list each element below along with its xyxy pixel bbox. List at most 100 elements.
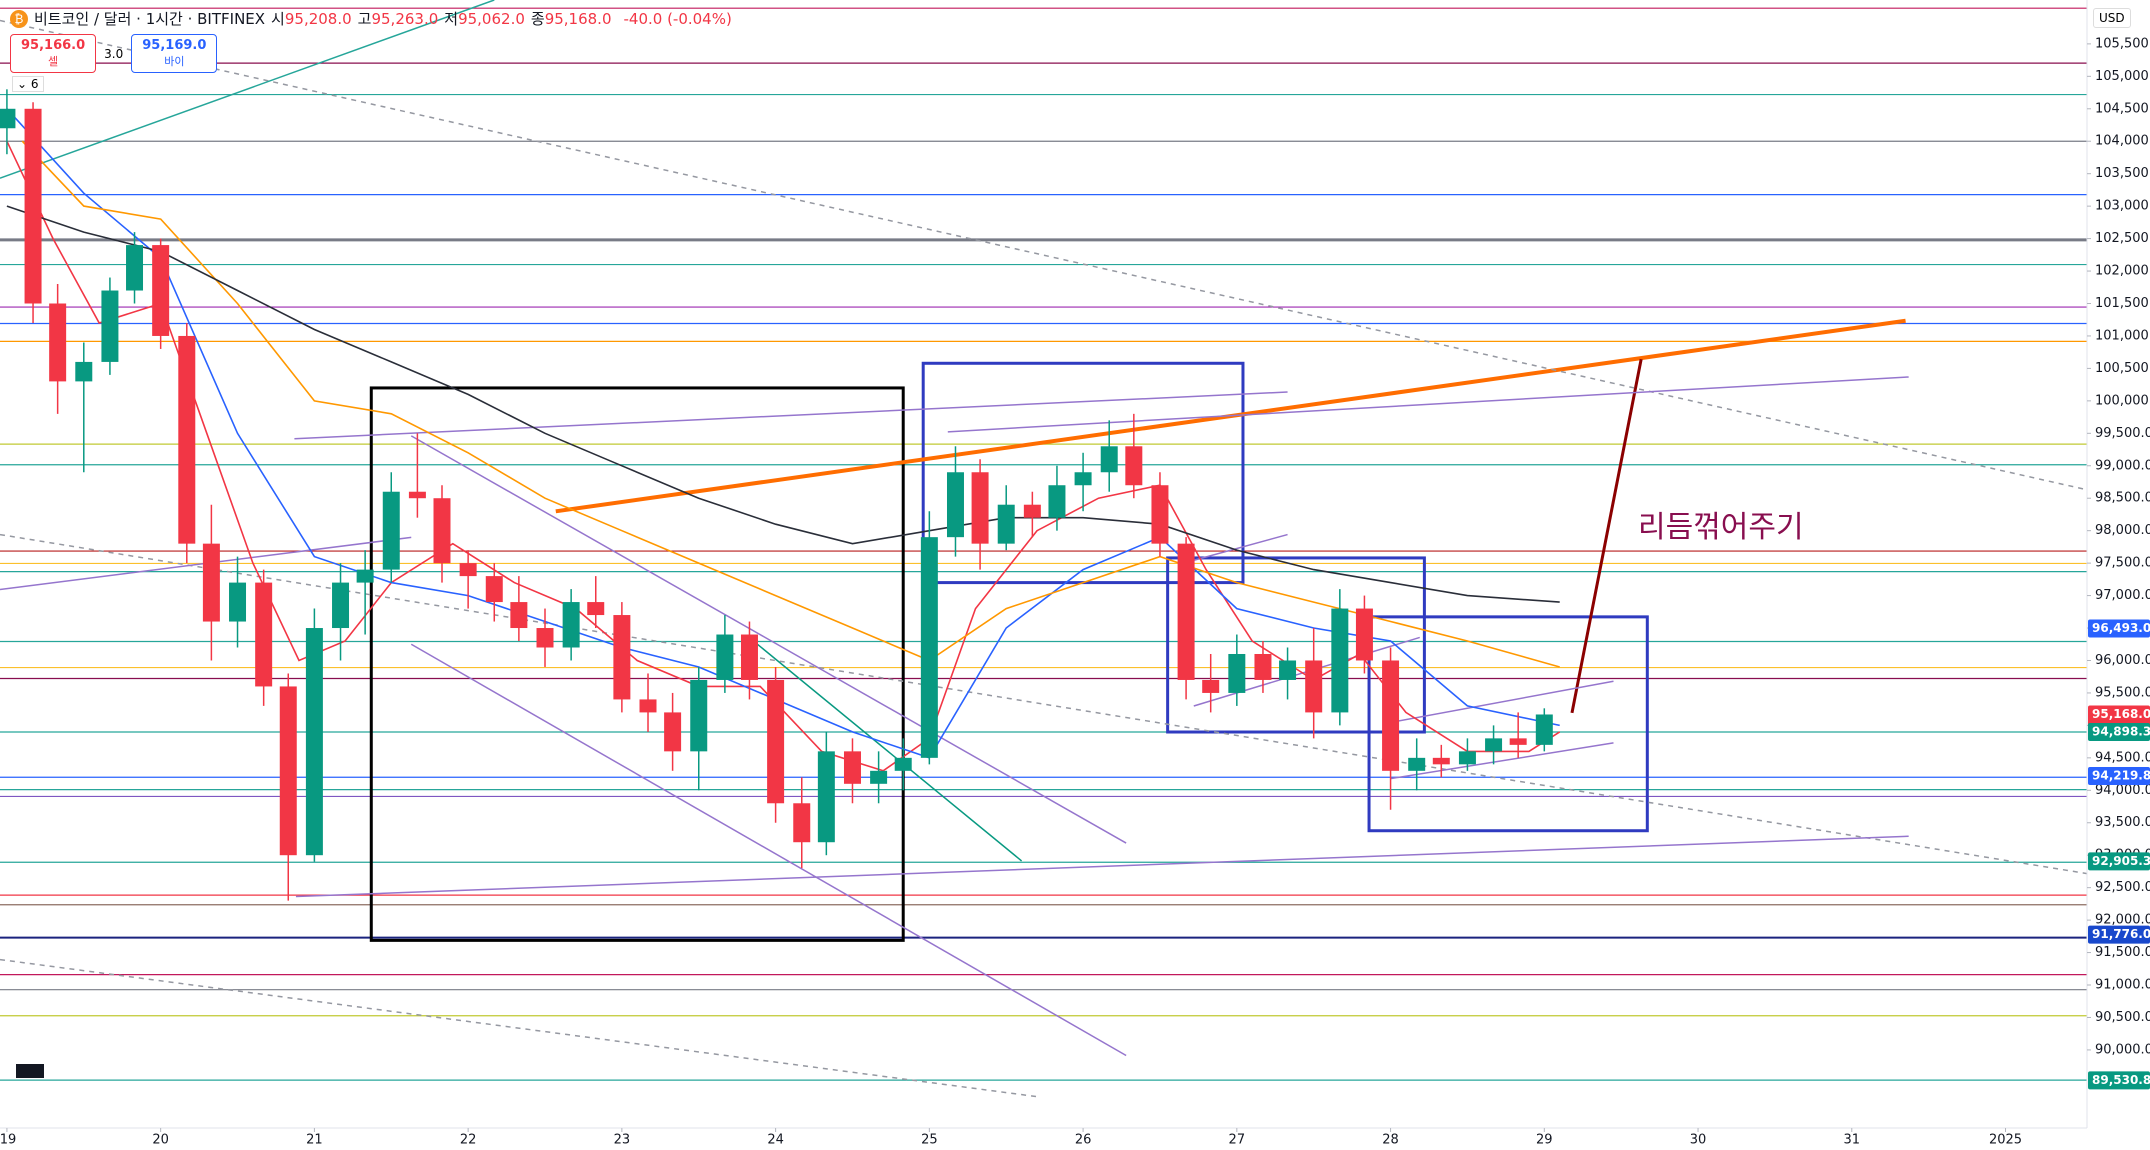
x-tick-label: 27	[1229, 1133, 1246, 1148]
y-tick-label: 103,000.0	[2095, 199, 2150, 214]
annotation: 리듬꺾어주기	[1638, 510, 1804, 545]
candle-body	[202, 543, 220, 622]
candle-body	[1355, 608, 1373, 661]
candle-body	[49, 303, 67, 382]
candle-body	[178, 335, 196, 544]
price-label-bg	[2088, 852, 2150, 871]
candle-body	[587, 602, 605, 616]
y-tick-label: 94,500.0	[2095, 750, 2150, 765]
currency[interactable]: USD	[2093, 8, 2131, 28]
price-label-bg	[2088, 619, 2150, 638]
y-tick-label: 98,000.0	[2095, 523, 2150, 538]
ohlc-value: 95,263.0	[371, 10, 439, 28]
candle-body	[433, 498, 451, 564]
candle-body	[1023, 504, 1041, 518]
candle-body	[382, 491, 400, 570]
y-tick-label: 105,500.0	[2095, 36, 2150, 51]
y-tick-label: 94,000.0	[2095, 783, 2150, 798]
candle-body	[510, 602, 528, 629]
buy-label: 바이	[164, 55, 185, 68]
trend-line	[1390, 680, 1614, 724]
candle-body	[1125, 446, 1143, 486]
trend-line	[0, 533, 2087, 875]
candle-body	[793, 803, 811, 843]
y-tick-label: 97,000.0	[2095, 588, 2150, 603]
candle-body	[1074, 472, 1092, 486]
y-tick-label: 95,500.0	[2095, 685, 2150, 700]
trend-line	[1390, 742, 1614, 780]
candle-body	[279, 686, 297, 856]
box	[369, 386, 905, 942]
ohlc: 시95,208.0 고95,263.0 저95,062.0 종95,168.0	[271, 8, 617, 29]
symbol[interactable]: 비트코인 / 달러 · 1시간 · BITFINEX	[34, 10, 266, 28]
x-tick-label: 19	[0, 1133, 16, 1148]
candle-body	[1100, 446, 1118, 473]
sell-button[interactable]: 95,166.0 셀	[10, 34, 97, 73]
y-tick-label: 104,500.0	[2095, 101, 2150, 116]
candle-body	[894, 757, 912, 771]
y-tick-label: 92,500.0	[2095, 880, 2150, 895]
x-tick-label: 20	[152, 1133, 169, 1148]
price-label: 96,493.0	[2092, 621, 2150, 635]
candle-body	[817, 751, 835, 843]
trend-line	[0, 19, 2087, 491]
trend-line	[1187, 533, 1288, 563]
y-tick-label: 91,500.0	[2095, 945, 2150, 960]
candle-body	[716, 634, 734, 680]
x-tick-label: 21	[306, 1133, 323, 1148]
trend-line	[947, 376, 1909, 433]
buy-button[interactable]: 95,169.0 바이	[131, 34, 218, 73]
y-tick-label: 99,500.0	[2095, 426, 2150, 441]
x-tick-label: 22	[460, 1133, 477, 1148]
y-tick-label: 97,500.0	[2095, 556, 2150, 571]
indicator-toggle[interactable]: ⌄ 6	[12, 76, 44, 92]
sell-price: 95,166.0	[21, 38, 86, 53]
candle-body	[536, 628, 554, 648]
candle-body	[1408, 757, 1426, 771]
y-tick-label: 101,000.0	[2095, 328, 2150, 343]
candle-body	[1177, 543, 1195, 680]
candle-body	[101, 290, 119, 362]
candle-body	[767, 679, 785, 804]
ohlc-key: 고	[357, 10, 372, 28]
trend-line	[410, 435, 1127, 844]
x-tick-label: 24	[767, 1133, 784, 1148]
y-tick-label: 103,500.0	[2095, 166, 2150, 181]
candle-body	[152, 245, 170, 336]
sell-label: 셀	[48, 55, 59, 68]
y-tick-label: 99,000.0	[2095, 458, 2150, 473]
candle-body	[971, 472, 989, 544]
change: -40.0 (-0.04%)	[623, 9, 732, 28]
price-label: 95,168.0	[2092, 707, 2150, 721]
candle-body	[485, 576, 503, 603]
candle-body	[1485, 738, 1503, 752]
trend-line	[0, 958, 1038, 1098]
ohlc-value: 95,208.0	[284, 10, 352, 28]
candle-body	[843, 751, 861, 784]
price-label: 94,898.3	[2092, 724, 2150, 738]
candle-body	[1305, 660, 1323, 713]
candle-body	[690, 679, 708, 752]
x-tick-label: 26	[1075, 1133, 1092, 1148]
y-tick-label: 98,500.0	[2095, 491, 2150, 506]
x-tick-label: 25	[921, 1133, 938, 1148]
candle-body	[1509, 738, 1527, 745]
logo-mark	[16, 1064, 44, 1078]
y-tick-label: 90,500.0	[2095, 1010, 2150, 1025]
candle-body	[459, 563, 477, 577]
candle-body	[1202, 679, 1220, 693]
ohlc-key: 저	[444, 10, 459, 28]
y-tick-label: 100,500.0	[2095, 361, 2150, 376]
trend-line	[294, 391, 1288, 440]
y-tick-label: 105,000.0	[2095, 69, 2150, 84]
trend-line	[0, 0, 495, 179]
y-tick-label: 104,000.0	[2095, 134, 2150, 149]
candle-body	[0, 108, 16, 129]
coin-logo: ₿	[10, 9, 28, 28]
moving-average	[6, 140, 1561, 772]
x-tick-label: 29	[1536, 1133, 1553, 1148]
y-tick-label: 102,500.0	[2095, 231, 2150, 246]
candle-body	[305, 628, 323, 856]
price-label-bg	[2088, 767, 2150, 786]
candle-body	[1151, 485, 1169, 544]
